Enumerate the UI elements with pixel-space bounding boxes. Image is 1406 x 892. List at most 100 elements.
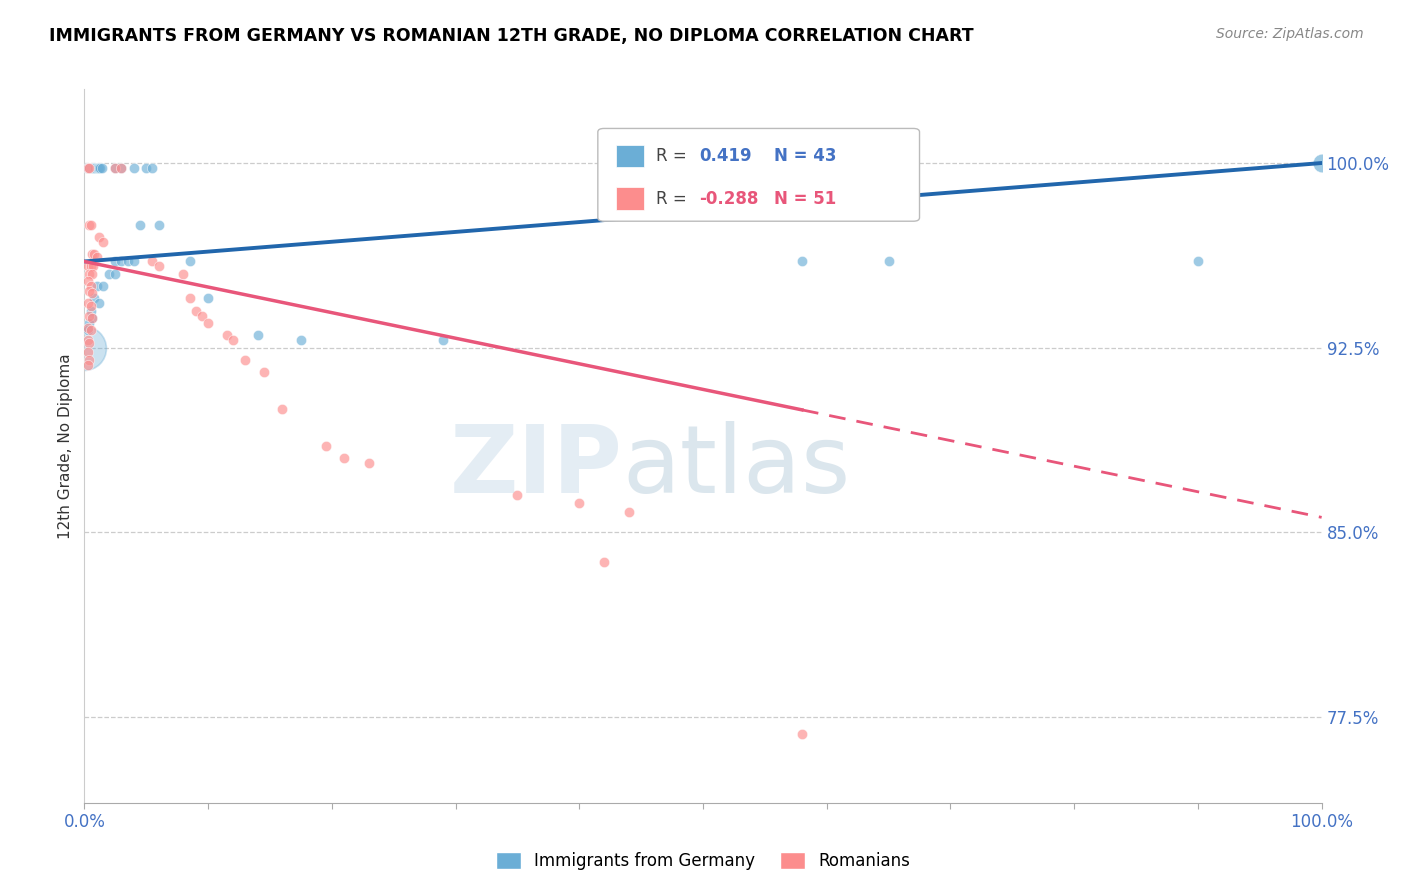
Point bbox=[141, 161, 163, 175]
Y-axis label: 12th Grade, No Diploma: 12th Grade, No Diploma bbox=[58, 353, 73, 539]
Point bbox=[79, 335, 101, 350]
Point bbox=[79, 299, 101, 313]
Point bbox=[77, 161, 100, 175]
Point bbox=[91, 235, 114, 249]
Point bbox=[333, 451, 356, 466]
Point bbox=[77, 333, 100, 347]
Point bbox=[80, 247, 103, 261]
Text: R =: R = bbox=[657, 190, 686, 208]
Point bbox=[110, 161, 132, 175]
Bar bbox=[616, 187, 644, 211]
Text: Source: ZipAtlas.com: Source: ZipAtlas.com bbox=[1216, 27, 1364, 41]
Point bbox=[117, 254, 139, 268]
Point bbox=[80, 267, 103, 281]
Point bbox=[77, 321, 100, 335]
Point bbox=[172, 267, 194, 281]
Point bbox=[77, 260, 100, 274]
Point bbox=[191, 309, 214, 323]
Point bbox=[197, 316, 219, 330]
Point bbox=[89, 296, 111, 310]
Point bbox=[79, 316, 101, 330]
Point bbox=[271, 402, 294, 417]
Point bbox=[80, 311, 103, 326]
Point bbox=[77, 161, 100, 175]
Point bbox=[104, 161, 127, 175]
Point bbox=[110, 254, 132, 268]
Point bbox=[86, 279, 108, 293]
Point bbox=[79, 161, 101, 175]
Point bbox=[104, 254, 127, 268]
Point bbox=[184, 303, 207, 318]
Point bbox=[141, 254, 163, 268]
Point bbox=[877, 254, 900, 268]
Point bbox=[79, 303, 101, 318]
Point bbox=[77, 274, 100, 288]
Point bbox=[79, 267, 101, 281]
Point bbox=[135, 161, 157, 175]
Point bbox=[290, 333, 312, 347]
Point bbox=[80, 161, 103, 175]
Point bbox=[222, 333, 245, 347]
Point bbox=[79, 218, 101, 232]
Text: ZIP: ZIP bbox=[450, 421, 623, 514]
Point bbox=[179, 254, 201, 268]
Point bbox=[86, 161, 108, 175]
Point bbox=[73, 341, 96, 355]
Point bbox=[104, 161, 127, 175]
Text: N = 51: N = 51 bbox=[773, 190, 835, 208]
Point bbox=[1187, 254, 1209, 268]
Point bbox=[148, 260, 170, 274]
Point bbox=[77, 296, 100, 310]
Bar bbox=[616, 145, 644, 168]
Point bbox=[79, 161, 101, 175]
Point bbox=[357, 456, 380, 470]
Point bbox=[79, 323, 101, 337]
Point bbox=[89, 161, 111, 175]
Text: -0.288: -0.288 bbox=[699, 190, 759, 208]
Point bbox=[89, 230, 111, 244]
Point bbox=[568, 495, 591, 509]
Point bbox=[315, 439, 337, 453]
Point bbox=[79, 218, 101, 232]
Point bbox=[432, 333, 454, 347]
Point bbox=[617, 505, 640, 519]
Point bbox=[593, 555, 616, 569]
Point bbox=[148, 218, 170, 232]
Legend: Immigrants from Germany, Romanians: Immigrants from Germany, Romanians bbox=[489, 845, 917, 877]
Point bbox=[80, 286, 103, 301]
Point bbox=[80, 311, 103, 326]
Point bbox=[122, 161, 145, 175]
Point bbox=[91, 279, 114, 293]
Point bbox=[253, 365, 276, 379]
Point bbox=[110, 161, 132, 175]
Point bbox=[129, 218, 152, 232]
Point bbox=[79, 260, 101, 274]
Text: atlas: atlas bbox=[623, 421, 851, 514]
Point bbox=[233, 352, 256, 367]
Point bbox=[86, 250, 108, 264]
Point bbox=[104, 267, 127, 281]
Point bbox=[790, 727, 813, 741]
Point bbox=[77, 345, 100, 359]
Point bbox=[84, 161, 107, 175]
Point bbox=[79, 161, 101, 175]
Point bbox=[90, 161, 112, 175]
Point bbox=[79, 279, 101, 293]
Point bbox=[77, 323, 100, 337]
Point bbox=[89, 161, 111, 175]
Point bbox=[79, 284, 101, 298]
Point bbox=[215, 328, 238, 343]
Point bbox=[77, 358, 100, 372]
FancyBboxPatch shape bbox=[598, 128, 920, 221]
Point bbox=[87, 161, 110, 175]
Point bbox=[246, 328, 269, 343]
Text: IMMIGRANTS FROM GERMANY VS ROMANIAN 12TH GRADE, NO DIPLOMA CORRELATION CHART: IMMIGRANTS FROM GERMANY VS ROMANIAN 12TH… bbox=[49, 27, 974, 45]
Text: N = 43: N = 43 bbox=[773, 147, 837, 165]
Point bbox=[76, 161, 98, 175]
Point bbox=[83, 247, 105, 261]
Point bbox=[83, 291, 105, 305]
Point bbox=[98, 267, 121, 281]
Point bbox=[79, 352, 101, 367]
Point bbox=[790, 254, 813, 268]
Point bbox=[179, 291, 201, 305]
